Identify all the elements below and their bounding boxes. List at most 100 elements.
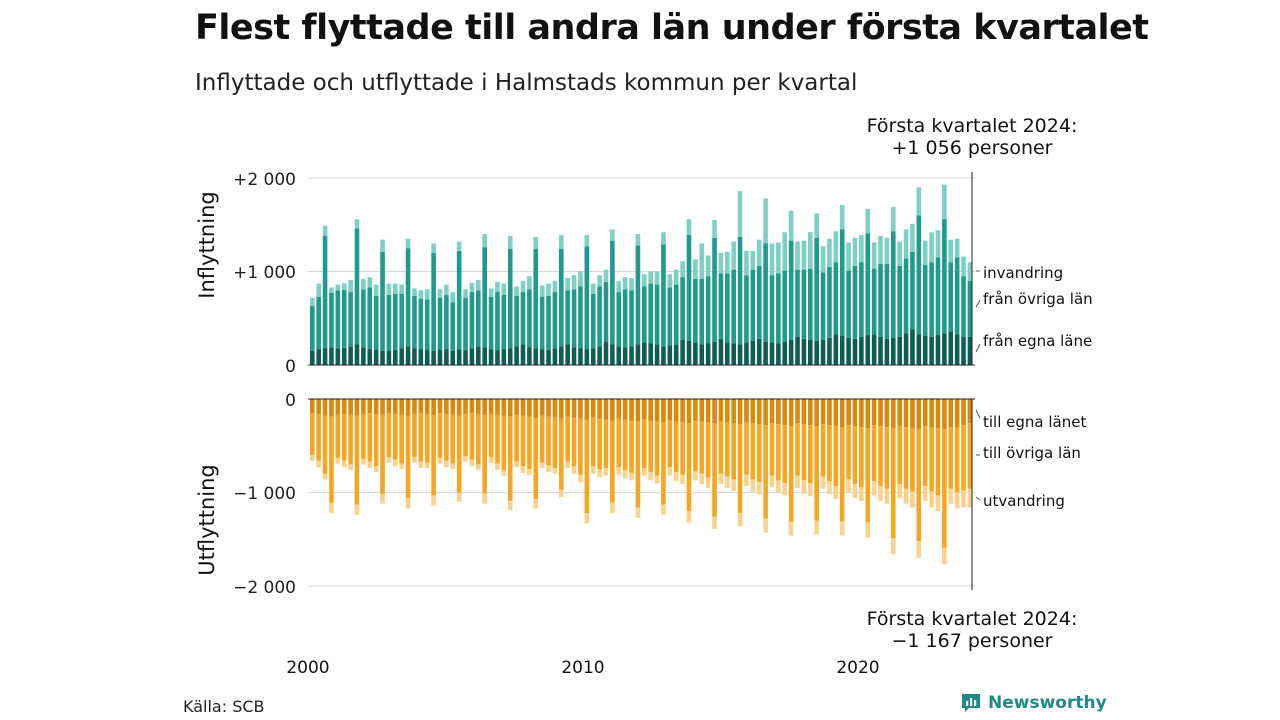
- ut-utvandring-bar-99: [942, 547, 947, 565]
- in-egna-bar-40: [565, 344, 570, 365]
- in-ovriga-bar-18: [424, 299, 430, 351]
- ut-egna-bar-62: [705, 399, 711, 423]
- ut-ovriga-bar-27: [482, 414, 487, 494]
- ut-egna-bar-36: [539, 399, 545, 416]
- in-ovriga-bar-28: [488, 296, 494, 350]
- ut-ovriga-bar-77: [801, 424, 807, 481]
- in-ovriga-bar-4: [335, 290, 341, 349]
- in-ovriga-bar-22: [450, 302, 456, 351]
- in-invandring-bar-80: [820, 246, 826, 273]
- ut-utvandring-bar-58: [680, 474, 685, 485]
- ut-egna-bar-13: [393, 399, 398, 414]
- in-ovriga-bar-37: [546, 295, 551, 351]
- ut-ovriga-bar-70: [756, 424, 762, 483]
- ut-egna-bar-19: [431, 399, 436, 415]
- ut-utvandring-bar-92: [897, 484, 902, 499]
- in-egna-bar-39: [559, 346, 564, 365]
- in-ovriga-bar-51: [635, 245, 641, 345]
- in-invandring-bar-43: [584, 235, 590, 247]
- ut-ovriga-bar-89: [878, 426, 883, 486]
- in-egna-bar-76: [795, 336, 800, 365]
- ut-egna-bar-101: [954, 399, 960, 428]
- in-egna-bar-101: [954, 334, 960, 365]
- ut-ovriga-bar-40: [565, 416, 570, 462]
- in-ovriga-bar-42: [578, 286, 583, 349]
- ut-utvandring-bar-41: [571, 466, 577, 474]
- ut-utvandring-bar-51: [635, 507, 641, 518]
- in-ovriga-bar-66: [731, 269, 736, 344]
- in-ovriga-bar-84: [846, 270, 851, 338]
- in-ovriga-bar-54: [654, 284, 660, 345]
- in-ovriga-bar-52: [642, 286, 647, 343]
- in-ovriga-bar-32: [514, 295, 519, 347]
- in-invandring-bar-34: [527, 276, 532, 290]
- ut-egna-bar-0: [310, 399, 315, 414]
- in-ovriga-bar-55: [661, 244, 666, 347]
- in-egna-bar-99: [942, 333, 947, 365]
- ut-utvandring-bar-22: [450, 463, 456, 470]
- in-invandring-bar-19: [431, 243, 436, 253]
- in-invandring-bar-46: [603, 269, 609, 282]
- in-invandring-bar-91: [891, 206, 896, 232]
- in-egna-bar-66: [731, 343, 736, 365]
- ut-utvandring-bar-83: [839, 521, 845, 536]
- in-invandring-bar-6: [348, 279, 353, 293]
- in-ovriga-bar-81: [827, 266, 832, 338]
- in-egna-bar-103: [967, 336, 973, 365]
- in-ovriga-bar-24: [463, 297, 468, 351]
- in-ovriga-bar-70: [756, 265, 762, 339]
- brand-name: Newsworthy: [988, 693, 1107, 713]
- ut-utvandring-bar-47: [610, 502, 615, 514]
- in-invandring-bar-12: [386, 283, 392, 295]
- ut-ovriga-bar-11: [380, 414, 385, 495]
- in-ovriga-bar-102: [961, 276, 966, 337]
- ut-egna-bar-60: [693, 399, 698, 421]
- ut-ovriga-bar-36: [539, 415, 545, 463]
- ut-ovriga-bar-49: [622, 419, 628, 471]
- ut-ovriga-bar-92: [897, 426, 902, 485]
- ut-utvandring-bar-60: [693, 471, 698, 481]
- in-ovriga-bar-94: [910, 251, 915, 330]
- in-egna-bar-29: [495, 350, 500, 365]
- ut-utvandring-bar-13: [393, 459, 398, 467]
- ut-utvandring-bar-26: [476, 464, 481, 471]
- ut-egna-bar-70: [756, 399, 762, 425]
- in-ovriga-bar-93: [903, 258, 909, 334]
- in-ovriga-bar-65: [725, 273, 730, 343]
- ut-utvandring-bar-71: [763, 518, 768, 533]
- ut-ovriga-bar-38: [552, 417, 558, 469]
- ut-ovriga-bar-64: [718, 421, 724, 474]
- ut-utvandring-bar-44: [590, 466, 596, 474]
- in-ovriga-bar-20: [437, 297, 443, 351]
- ut-ovriga-bar-13: [393, 413, 398, 460]
- ut-egna-bar-41: [571, 399, 577, 418]
- ut-ovriga-bar-22: [450, 414, 456, 464]
- ut-ovriga-bar-29: [495, 414, 500, 464]
- ut-egna-bar-65: [725, 399, 730, 423]
- in-invandring-bar-94: [910, 223, 915, 252]
- ytick-top-1000: +1 000: [233, 263, 296, 283]
- ut-ovriga-bar-87: [865, 427, 871, 523]
- ut-egna-bar-72: [769, 399, 775, 424]
- ut-ovriga-bar-18: [424, 413, 430, 463]
- in-ovriga-bar-58: [680, 277, 685, 340]
- annotation-top-line2: +1 056 personer: [892, 137, 1053, 159]
- in-ovriga-bar-68: [744, 275, 749, 343]
- ut-egna-bar-85: [852, 399, 858, 427]
- ut-utvandring-bar-9: [367, 461, 373, 469]
- in-ovriga-bar-72: [769, 275, 775, 343]
- in-ovriga-bar-47: [610, 240, 615, 345]
- ut-utvandring-bar-14: [399, 463, 404, 470]
- brand-logo[interactable]: Newsworthy: [960, 692, 1107, 714]
- in-ovriga-bar-31: [507, 249, 513, 349]
- in-invandring-bar-30: [501, 283, 507, 295]
- ut-egna-bar-92: [897, 399, 902, 427]
- in-egna-bar-84: [846, 337, 851, 365]
- ut-ovriga-bar-85: [852, 426, 858, 485]
- ut-utvandring-bar-39: [559, 489, 564, 498]
- ut-utvandring-bar-2: [322, 473, 328, 480]
- in-egna-bar-45: [597, 346, 602, 365]
- in-invandring-bar-51: [635, 234, 641, 246]
- ut-utvandring-bar-62: [705, 477, 711, 488]
- in-ovriga-bar-49: [622, 289, 628, 348]
